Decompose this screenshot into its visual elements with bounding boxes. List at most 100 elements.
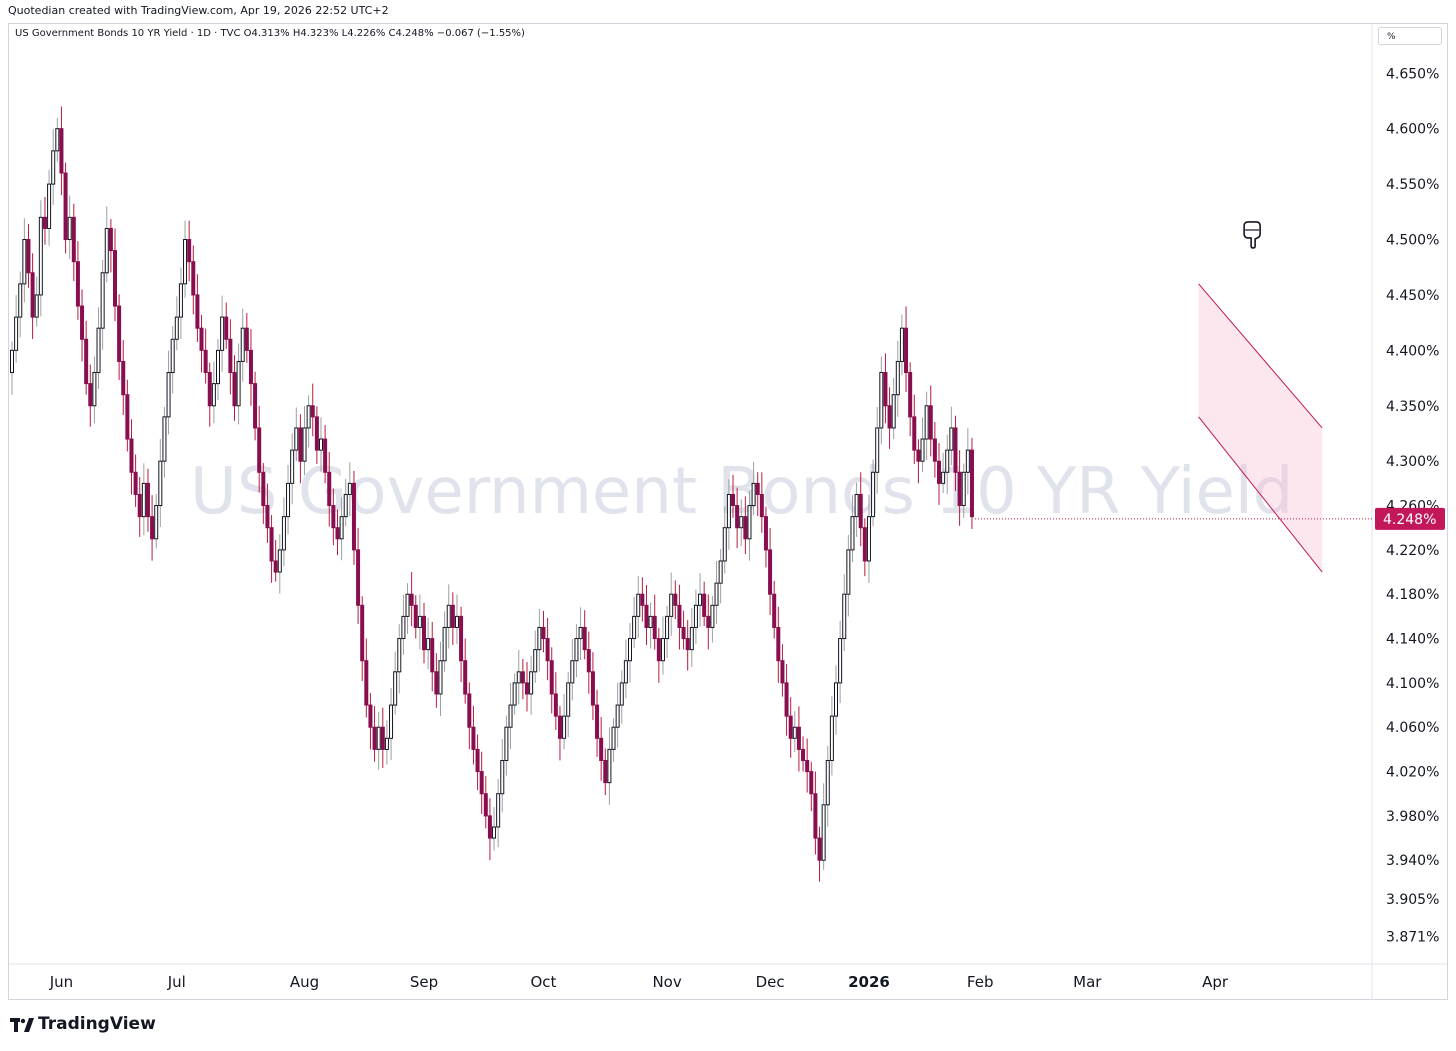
candle[interactable] [557,706,562,761]
candle[interactable] [310,383,315,437]
candle[interactable] [632,597,637,649]
candle[interactable] [829,696,834,776]
candle[interactable] [582,610,587,660]
candle[interactable] [735,487,740,549]
candle[interactable] [269,515,274,583]
candle[interactable] [137,476,142,537]
candle[interactable] [941,452,946,494]
candle[interactable] [360,596,365,681]
candle[interactable] [450,592,455,645]
candle[interactable] [47,169,52,246]
candle[interactable] [166,350,171,435]
candle[interactable] [331,488,336,546]
candle[interactable] [763,506,768,568]
candle[interactable] [512,673,517,715]
candle[interactable] [471,705,476,765]
candle[interactable] [306,395,311,448]
candle[interactable] [648,602,653,649]
candle[interactable] [100,259,105,350]
candle[interactable] [232,355,237,421]
candle[interactable] [335,509,340,556]
candle[interactable] [207,362,212,427]
candle[interactable] [199,314,204,373]
candle[interactable] [18,271,23,338]
candle[interactable] [88,364,93,427]
candle[interactable] [706,594,711,650]
candle[interactable] [607,727,612,805]
candle[interactable] [459,606,464,683]
candle[interactable] [228,319,233,395]
candle[interactable] [463,638,468,704]
candle[interactable] [586,631,591,694]
candle[interactable] [693,589,698,644]
candle[interactable] [759,472,764,533]
candle[interactable] [525,662,529,712]
candle[interactable] [273,539,278,582]
candle[interactable] [158,439,163,528]
candle[interactable] [508,682,513,750]
candle[interactable] [566,671,571,738]
candle[interactable] [446,584,451,649]
candle[interactable] [59,106,64,196]
candle[interactable] [961,463,966,519]
candle[interactable] [949,406,954,466]
candle[interactable] [821,783,826,870]
candle[interactable] [129,419,134,495]
candle[interactable] [10,341,14,395]
candle[interactable] [850,495,855,563]
candle[interactable] [595,689,600,757]
candle[interactable] [384,720,389,765]
candle[interactable] [302,406,307,475]
candle[interactable] [216,339,220,400]
candle[interactable] [924,391,929,461]
tradingview-logo[interactable]: TradingView [10,1014,156,1034]
candle[interactable] [75,241,80,320]
candle[interactable] [351,470,356,565]
candle[interactable] [603,748,608,796]
candle[interactable] [731,474,735,518]
candle[interactable] [327,451,332,527]
candle[interactable] [825,745,830,827]
candle[interactable] [422,602,426,664]
candle[interactable] [788,697,793,758]
candle[interactable] [660,616,665,675]
candle[interactable] [178,267,183,340]
candle[interactable] [710,596,715,643]
candle[interactable] [953,415,958,491]
candle[interactable] [364,638,369,718]
candle[interactable] [796,706,801,772]
candle[interactable] [417,594,422,650]
candle[interactable] [30,253,35,339]
candle[interactable] [38,200,43,317]
candle[interactable] [969,437,974,529]
candle[interactable] [281,497,286,567]
candle[interactable] [14,295,19,363]
candle[interactable] [669,572,674,636]
pointer-icon[interactable] [1243,221,1261,249]
candle[interactable] [908,362,913,437]
candle[interactable] [875,406,880,494]
candle[interactable] [928,385,933,457]
candle[interactable] [405,583,410,634]
candle[interactable] [71,203,76,282]
candle[interactable] [866,494,871,583]
candle[interactable] [665,605,670,659]
candle[interactable] [34,276,39,327]
candle[interactable] [751,461,756,516]
candle[interactable] [240,308,245,382]
candle[interactable] [389,687,394,761]
candle[interactable] [220,295,225,372]
candle[interactable] [248,329,253,406]
candle[interactable] [838,620,843,704]
last-price-tag[interactable] [1375,507,1445,530]
candle[interactable] [108,219,113,273]
candle[interactable] [656,627,661,683]
candle[interactable] [183,220,188,298]
candle[interactable] [277,534,282,594]
candle[interactable] [496,778,501,848]
candle[interactable] [347,462,352,517]
candle[interactable] [22,218,27,303]
candle[interactable] [652,594,657,650]
candle[interactable] [500,739,505,813]
candle[interactable] [117,294,122,380]
